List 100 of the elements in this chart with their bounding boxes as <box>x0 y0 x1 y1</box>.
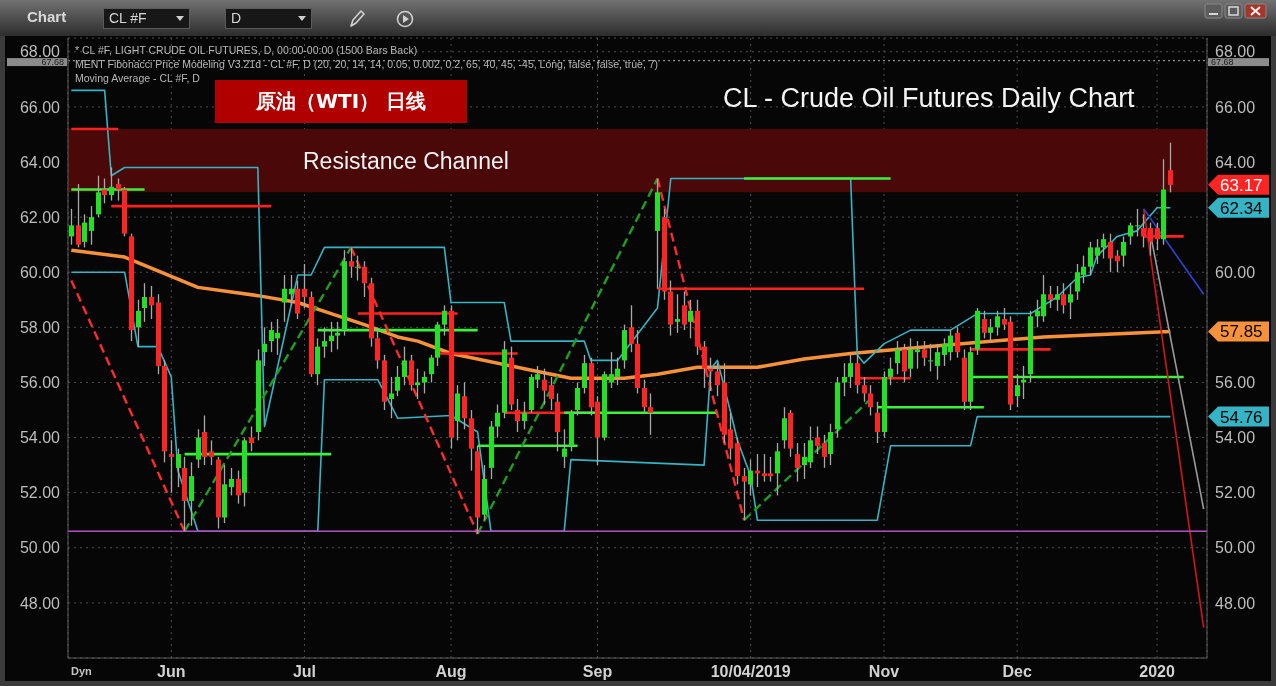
candlestick <box>1015 373 1020 408</box>
band-label: Resistance Channel <box>303 147 509 174</box>
candlestick <box>429 354 434 384</box>
candlestick <box>1148 221 1153 257</box>
candlestick <box>688 299 693 340</box>
candlestick <box>928 343 933 373</box>
candlestick <box>1055 285 1060 312</box>
candlestick <box>982 310 987 340</box>
y-tick-label: 56.00 <box>19 374 61 392</box>
label-box: 原油（WTI） 日线 <box>215 80 467 123</box>
candlestick <box>629 304 634 353</box>
line-series <box>70 89 1172 428</box>
candlestick <box>76 183 81 249</box>
y2-tick-label: 54.00 <box>1215 429 1256 447</box>
candlestick <box>862 376 867 403</box>
candlestick <box>136 299 141 348</box>
y2-tick-label: 56.00 <box>1215 374 1256 392</box>
price-tag: 57.85 <box>1208 321 1269 342</box>
candlestick <box>176 447 181 488</box>
annotation: * CL #F, LIGHT CRUDE OIL FUTURES, D, 00:00-00:00 (1500 Bars Back) <box>75 43 418 57</box>
y-tick-label: 62.00 <box>19 208 61 226</box>
candlestick <box>995 310 1000 337</box>
annotation: Moving Average - CL #F, D <box>75 71 200 85</box>
candlestick <box>748 458 753 497</box>
candlestick <box>828 423 833 466</box>
candlestick <box>855 354 860 395</box>
candlestick <box>542 368 547 406</box>
candlestick <box>69 208 74 246</box>
candlestick <box>1088 241 1093 276</box>
candlestick <box>848 354 853 389</box>
candlestick <box>149 285 154 320</box>
candlestick <box>915 340 920 370</box>
candlestick <box>395 365 400 397</box>
price-tag: 67.68 <box>7 57 67 68</box>
y-tick-label: 54.00 <box>19 429 61 447</box>
candlestick <box>229 467 234 497</box>
annotation: MENT Fibonacci Price Modeling V3.21d - CL #F, D (20, 20, 14, 14, 0.05, 0.002, 0.2, 65, 40, 45, -45, Long, false, false, true, 7) <box>75 57 659 71</box>
text: Chart <box>27 8 67 25</box>
candlestick <box>715 362 720 397</box>
candlestick <box>402 345 407 386</box>
x-tick-label: Nov <box>868 663 900 681</box>
candlestick <box>335 321 340 351</box>
candlestick <box>935 343 940 381</box>
candlestick <box>495 403 500 439</box>
y2-tick-label: 48.00 <box>1215 594 1256 612</box>
candlestick <box>116 177 121 202</box>
candlestick <box>702 340 707 389</box>
candlestick <box>415 368 420 400</box>
candlestick <box>562 428 567 469</box>
price-tag: 67.68 <box>1208 57 1269 68</box>
candlestick <box>462 381 467 430</box>
candlestick <box>375 326 380 370</box>
y2-tick-label: 50.00 <box>1215 539 1256 557</box>
candlestick <box>262 326 267 367</box>
candlestick <box>815 425 820 455</box>
candlestick <box>1121 235 1126 268</box>
candlestick <box>922 340 927 367</box>
x-tick-label: Aug <box>435 663 467 681</box>
x-tick-label: Jul <box>292 663 317 681</box>
candlestick <box>648 392 653 436</box>
candlestick <box>1135 208 1140 238</box>
candlestick <box>1095 238 1100 265</box>
candlestick <box>575 381 580 417</box>
text: CL - Crude Oil Futures Daily Chart <box>723 83 1135 114</box>
candlestick <box>302 263 307 309</box>
candlestick <box>682 290 687 331</box>
x-tick-label: 10/04/2019 <box>710 663 791 681</box>
candlestick <box>1108 232 1113 273</box>
candlestick <box>89 205 94 246</box>
candlestick <box>522 401 527 430</box>
candlestick <box>169 439 174 494</box>
x-tick-label: Dec <box>1002 663 1032 681</box>
candlestick <box>888 356 893 386</box>
candlestick <box>1068 282 1073 320</box>
candlestick <box>795 442 800 483</box>
candlestick <box>322 326 327 359</box>
candlestick <box>875 401 880 444</box>
y-tick-label: 58.00 <box>19 319 61 337</box>
candlestick <box>1048 285 1053 309</box>
x-tick-label: Jun <box>157 663 186 681</box>
y-tick-label: 66.00 <box>19 98 61 116</box>
y2-tick-label: 52.00 <box>1215 484 1256 502</box>
candlestick <box>82 213 87 249</box>
ref-line-label: 67.68 <box>41 57 64 68</box>
y-tick-label: 48.00 <box>19 594 61 612</box>
candlestick <box>988 318 993 342</box>
y2-tick-label: 64.00 <box>1215 153 1256 171</box>
y2-tick-label: 60.00 <box>1215 263 1256 281</box>
y-tick-label: 60.00 <box>19 263 61 281</box>
candlestick <box>955 326 960 359</box>
y-tick-label: 50.00 <box>19 539 61 557</box>
candlestick <box>442 304 447 337</box>
candlestick <box>96 175 101 218</box>
text: Dyn <box>71 664 92 678</box>
x-tick-label: 2020 <box>1139 663 1175 681</box>
candlestick <box>902 343 907 384</box>
candlestick <box>822 434 827 469</box>
candlestick <box>1128 221 1133 246</box>
candlestick <box>782 406 787 450</box>
candlestick <box>908 337 913 378</box>
